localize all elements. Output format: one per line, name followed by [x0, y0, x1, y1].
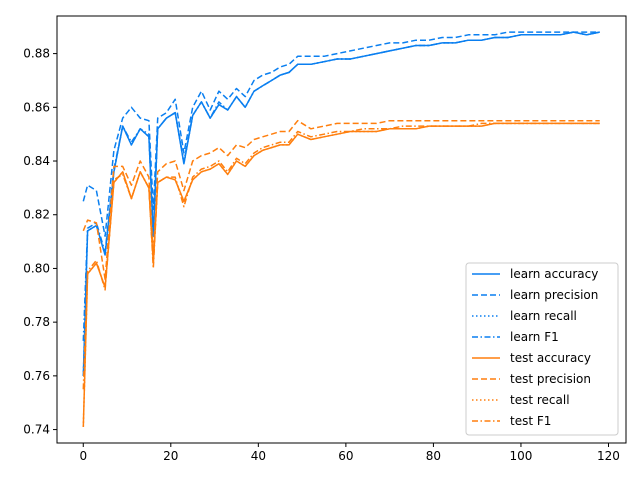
x-tick-label: 20 — [163, 449, 178, 463]
x-tick-label: 40 — [251, 449, 266, 463]
y-tick-label: 0.88 — [23, 47, 50, 61]
series-line-learn-f1 — [82, 31, 600, 341]
legend-label: learn F1 — [510, 330, 559, 344]
legend-label: test accuracy — [510, 351, 591, 365]
series-line-test-precision — [82, 119, 600, 280]
x-axis: 0 20 40 60 80 100 120 — [79, 443, 620, 463]
plot-frame — [56, 15, 627, 444]
legend: learn accuracy learn precision learn recal… — [465, 262, 619, 436]
legend-label: learn recall — [510, 309, 577, 323]
y-tick-label: 0.82 — [23, 208, 50, 222]
legend-label: learn precision — [510, 288, 598, 302]
x-tick-label: 100 — [510, 449, 533, 463]
y-tick-label: 0.84 — [23, 154, 50, 168]
y-tick-label: 0.80 — [23, 261, 50, 275]
legend-label: test precision — [510, 372, 591, 386]
series-line-test-f1 — [82, 122, 600, 390]
series-line-learn-accuracy — [82, 31, 600, 376]
legend-label: learn accuracy — [510, 267, 598, 281]
y-axis: 0.74 0.76 0.78 0.80 0.82 0.84 0.86 0.88 — [23, 47, 57, 437]
x-tick-label: 60 — [338, 449, 353, 463]
legend-label: test F1 — [510, 414, 551, 428]
x-tick-label: 0 — [79, 449, 87, 463]
series-layer — [82, 31, 600, 427]
legend-frame — [465, 262, 619, 436]
y-tick-label: 0.86 — [23, 100, 50, 114]
y-tick-label: 0.78 — [23, 315, 50, 329]
y-tick-label: 0.76 — [23, 369, 50, 383]
x-tick-label: 120 — [597, 449, 620, 463]
y-tick-label: 0.74 — [23, 423, 50, 437]
x-tick-label: 80 — [426, 449, 441, 463]
legend-label: test recall — [510, 393, 570, 407]
